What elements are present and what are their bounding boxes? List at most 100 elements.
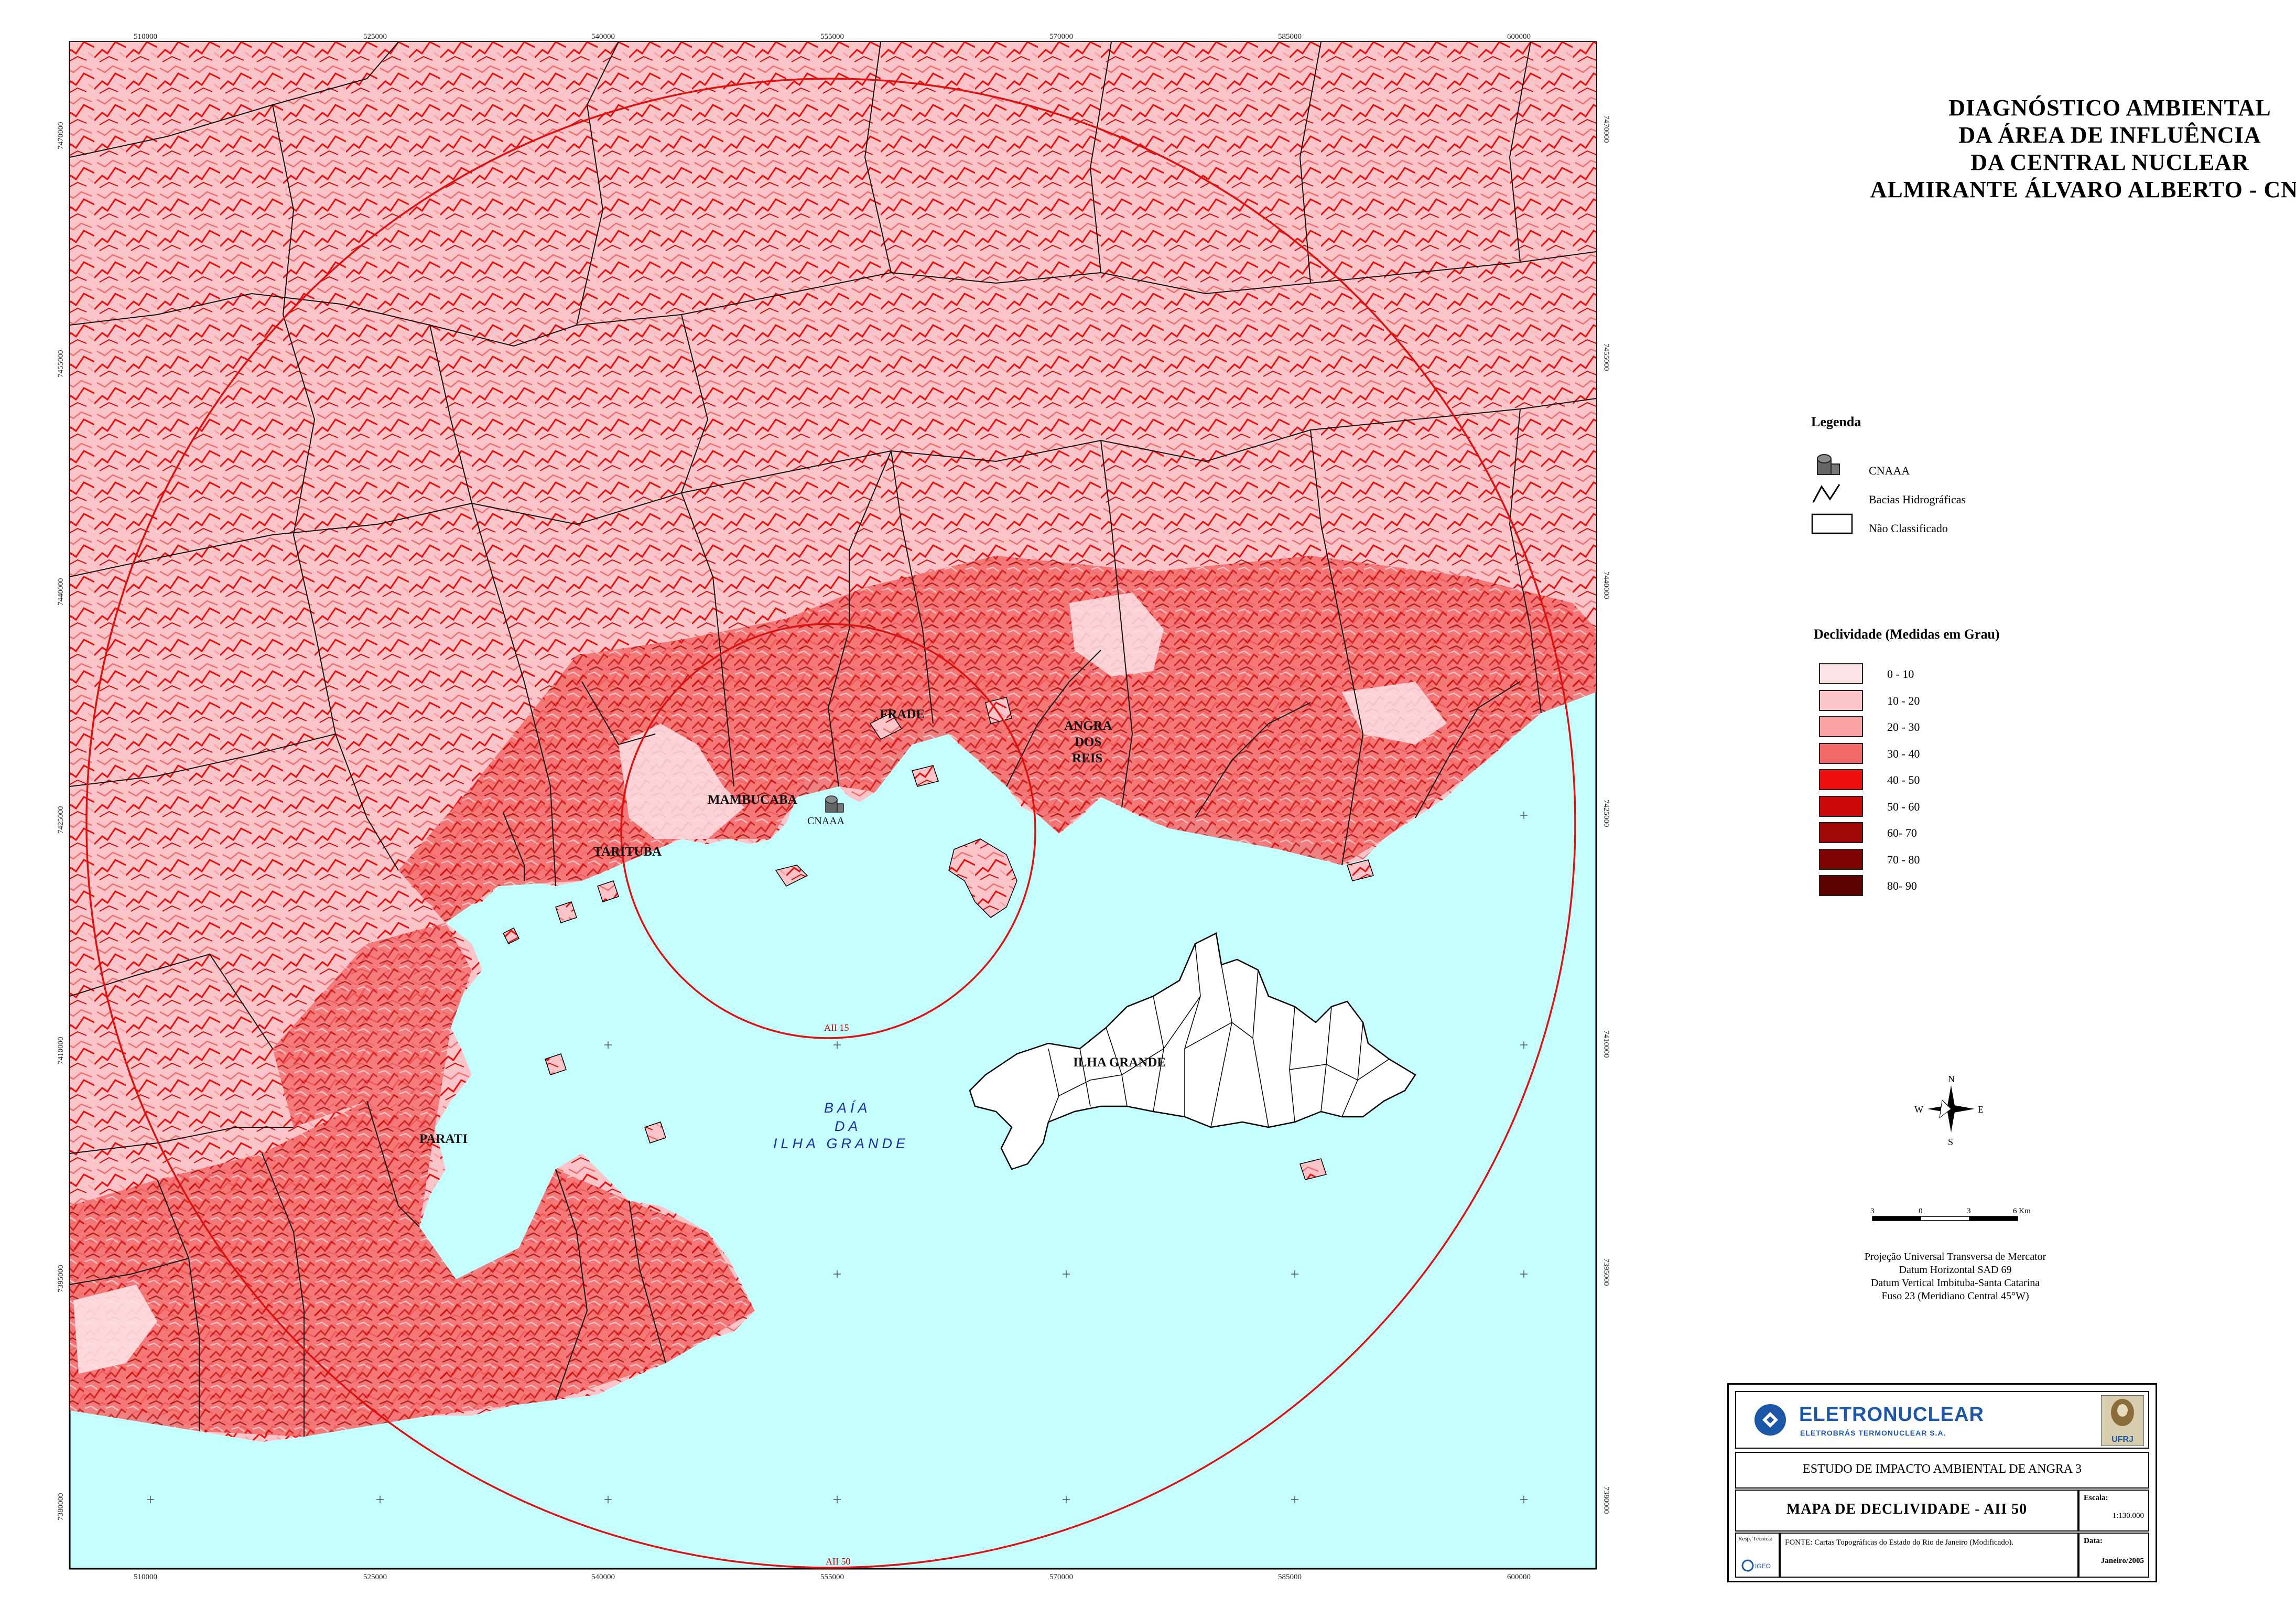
title-block: ELETRONUCLEAR ELETROBRÁS TERMONUCLEAR S.… <box>1727 1383 2157 1582</box>
slope-class-label: 10 - 20 <box>1887 694 1920 707</box>
svg-text:555000: 555000 <box>820 33 844 41</box>
bay-label-1: BAÍA <box>824 1100 871 1116</box>
aii15-label: AII 15 <box>824 1022 849 1033</box>
resp-logo-icon: IGEO <box>1741 1559 1771 1572</box>
scale-label: Escala: <box>2084 1494 2108 1502</box>
legend: Legenda CNAAA Bacias Hidrográficas Não C… <box>1811 414 2230 545</box>
svg-text:585000: 585000 <box>1278 1573 1302 1581</box>
bay-label-2: DA <box>835 1118 862 1134</box>
grid-crosses <box>147 812 1528 1503</box>
unclassified-box-icon <box>1811 513 1853 534</box>
svg-text:7410000: 7410000 <box>57 1037 65 1065</box>
x-ticks-bottom: 510000 525000 540000 555000 570000 585000 6… <box>134 1573 1531 1581</box>
slope-legend-heading: Declividade (Medidas em Grau) <box>1814 627 2000 642</box>
small-islands <box>502 697 1374 1180</box>
y-ticks-left: 7470000 7455000 7440000 7425000 7410000 … <box>57 122 65 1521</box>
slope-swatch <box>1819 848 1863 870</box>
eletronuclear-logo-icon <box>1755 1404 1786 1436</box>
slope-class-row: 40 - 50 <box>1814 769 2000 796</box>
watershed-boundaries <box>70 42 1596 1437</box>
label-tarituba: TARITUBA <box>593 845 662 859</box>
label-frade: FRADE <box>880 707 925 721</box>
svg-text:570000: 570000 <box>1049 1573 1073 1581</box>
logo-row: ELETRONUCLEAR ELETROBRÁS TERMONUCLEAR S.… <box>1735 1391 2149 1449</box>
cnaaa-marker <box>825 795 844 813</box>
slope-class-row: 80- 90 <box>1814 875 2000 902</box>
svg-text:7380000: 7380000 <box>57 1493 65 1521</box>
resp-cell: Resp. Técnica: IGEO <box>1735 1533 1780 1578</box>
title-line-3: DA CENTRAL NUCLEAR <box>1970 149 2249 175</box>
ufrj-label: UFRJ <box>2111 1435 2133 1444</box>
date-label: Data: <box>2084 1537 2103 1545</box>
slope-class-label: 70 - 80 <box>1887 853 1920 866</box>
svg-text:7410000: 7410000 <box>1602 1030 1610 1058</box>
study-title: ESTUDO DE IMPACTO AMBIENTAL DE ANGRA 3 <box>1803 1462 2082 1476</box>
svg-text:S: S <box>1948 1137 1953 1147</box>
slope-class-row: 70 - 80 <box>1814 848 2000 876</box>
label-mambucaba: MAMBUCABA <box>708 793 797 807</box>
svg-text:555000: 555000 <box>820 1573 844 1581</box>
ilha-grande-island <box>969 932 1416 1170</box>
slope-class-row: 0 - 10 <box>1814 663 2000 690</box>
label-reis: REIS <box>1072 751 1102 765</box>
projection-line-2: Datum Horizontal SAD 69 <box>1899 1264 2012 1276</box>
slope-class-label: 20 - 30 <box>1887 720 1920 734</box>
aii50-label: AII 50 <box>826 1556 851 1567</box>
label-angra: ANGRA <box>1064 719 1112 733</box>
title-line-1: DIAGNÓSTICO AMBIENTAL <box>1948 95 2271 121</box>
label-dos: DOS <box>1075 735 1101 749</box>
slope-swatch <box>1819 716 1863 737</box>
svg-text:3: 3 <box>1967 1207 1971 1215</box>
label-ilha-grande: ILHA GRANDE <box>1073 1055 1166 1070</box>
source-cell: FONTE: Cartas Topográficas do Estado do … <box>1780 1533 2078 1578</box>
ilha-grande-basins <box>1048 943 1390 1128</box>
svg-text:7425000: 7425000 <box>1602 800 1610 827</box>
map-title-block: DIAGNÓSTICO AMBIENTAL DA ÁREA DE INFLUÊN… <box>1730 94 2296 203</box>
svg-text:585000: 585000 <box>1278 33 1302 41</box>
svg-text:600000: 600000 <box>1507 33 1531 41</box>
projection-line-3: Datum Vertical Imbituba-Santa Catarina <box>1870 1277 2040 1289</box>
svg-text:600000: 600000 <box>1507 1573 1531 1581</box>
slope-class-label: 40 - 50 <box>1887 773 1920 786</box>
svg-text:510000: 510000 <box>134 33 157 41</box>
legend-label-basins: Bacias Hidrográficas <box>1869 493 1966 506</box>
reactor-icon <box>1817 454 1840 475</box>
source-text: FONTE: Cartas Topográficas do Estado do … <box>1785 1538 2014 1547</box>
svg-text:540000: 540000 <box>591 33 615 41</box>
svg-text:525000: 525000 <box>363 33 387 41</box>
x-ticks-top: 510000 525000 540000 555000 570000 585000 6… <box>134 33 1531 41</box>
slope-legend: Declividade (Medidas em Grau) 0 - 10 10 -… <box>1814 627 2000 902</box>
scale-value: 1:130.000 <box>2112 1512 2144 1520</box>
aii50-circle <box>85 78 1576 1569</box>
svg-text:7425000: 7425000 <box>57 806 65 834</box>
svg-text:540000: 540000 <box>591 1573 615 1581</box>
projection-info: Projeção Universal Transversa de Mercato… <box>1772 1250 2139 1303</box>
svg-text:7380000: 7380000 <box>1602 1486 1610 1514</box>
title-line-4: ALMIRANTE ÁLVARO ALBERTO - CNAAA <box>1870 177 2296 202</box>
svg-text:N: N <box>1948 1074 1955 1084</box>
slope-swatch <box>1819 822 1863 843</box>
watershed-line-icon <box>1812 484 1840 503</box>
projection-line-4: Fuso 23 (Meridiano Central 45°W) <box>1881 1290 2029 1302</box>
slope-class-label: 80- 90 <box>1887 879 1917 892</box>
slope-swatch <box>1819 875 1863 896</box>
title-line-2: DA ÁREA DE INFLUÊNCIA <box>1958 122 2261 148</box>
slope-swatch <box>1819 769 1863 790</box>
svg-text:IGEO: IGEO <box>1755 1562 1771 1570</box>
slope-class-row: 10 - 20 <box>1814 689 2000 717</box>
scale-bar: 3 0 3 6 Km <box>1870 1207 2031 1221</box>
company-subtitle: ELETROBRÁS TERMONUCLEAR S.A. <box>1800 1429 1946 1437</box>
svg-text:3: 3 <box>1870 1207 1875 1215</box>
svg-text:7455000: 7455000 <box>57 350 65 378</box>
legend-item-unclassified: Não Classificado <box>1811 513 2230 545</box>
svg-text:W: W <box>1914 1104 1923 1115</box>
svg-text:0: 0 <box>1919 1207 1923 1215</box>
svg-text:7455000: 7455000 <box>1602 343 1610 371</box>
legend-label-cnaaa: CNAAA <box>1869 464 1910 477</box>
slope-class-label: 50 - 60 <box>1887 800 1920 813</box>
slope-swatch <box>1819 663 1863 684</box>
projection-line-1: Projeção Universal Transversa de Mercato… <box>1864 1251 2046 1263</box>
slope-class-row: 50 - 60 <box>1814 795 2000 823</box>
bay-label-3: ILHA GRANDE <box>773 1136 909 1151</box>
slope-swatch <box>1819 742 1863 764</box>
